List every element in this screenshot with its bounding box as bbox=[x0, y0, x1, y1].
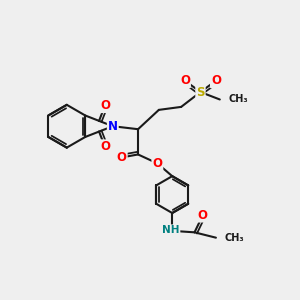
Text: O: O bbox=[152, 157, 162, 170]
Text: NH: NH bbox=[162, 225, 179, 235]
Text: O: O bbox=[100, 99, 110, 112]
Text: O: O bbox=[100, 140, 110, 153]
Text: CH₃: CH₃ bbox=[228, 94, 248, 104]
Text: S: S bbox=[196, 85, 205, 98]
Text: N: N bbox=[108, 120, 118, 133]
Text: O: O bbox=[180, 74, 190, 87]
Text: O: O bbox=[198, 208, 208, 222]
Text: CH₃: CH₃ bbox=[224, 233, 244, 243]
Text: O: O bbox=[211, 74, 221, 87]
Text: O: O bbox=[117, 151, 127, 164]
